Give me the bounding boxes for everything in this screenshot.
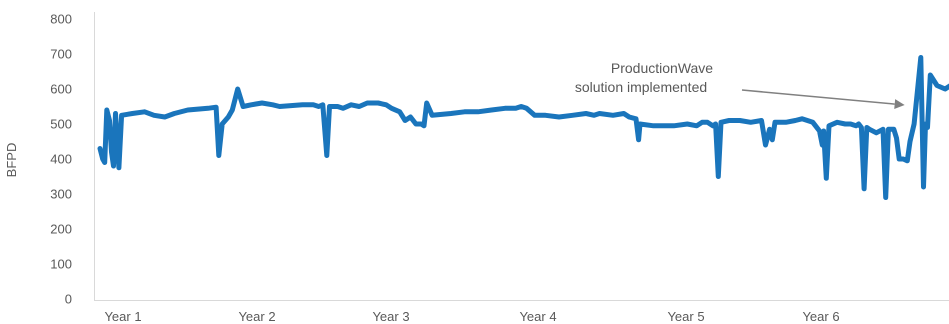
y-tick-label: 0 xyxy=(65,292,72,307)
y-tick-label: 700 xyxy=(50,47,72,62)
x-tick-label: Year 6 xyxy=(802,309,839,324)
annotation-text-line-1: ProductionWave xyxy=(611,60,713,76)
y-tick-label: 400 xyxy=(50,152,72,167)
annotation-arrowhead xyxy=(894,99,905,110)
y-axis-ticks: 0 100 200 300 400 500 600 700 800 xyxy=(50,12,72,307)
annotation-arrow xyxy=(741,89,895,105)
x-tick-label: Year 4 xyxy=(519,309,556,324)
y-tick-label: 200 xyxy=(50,222,72,237)
y-tick-label: 500 xyxy=(50,117,72,132)
x-tick-label: Year 3 xyxy=(372,309,409,324)
annotation-text-line-2: solution implemented xyxy=(575,79,707,95)
x-tick-label: Year 5 xyxy=(667,309,704,324)
y-axis-title: BFPD xyxy=(4,143,19,178)
annotation-production-wave: ProductionWave solution implemented xyxy=(575,60,905,110)
x-tick-label: Year 2 xyxy=(238,309,275,324)
series-line-bfpd xyxy=(97,55,949,200)
y-tick-label: 100 xyxy=(50,257,72,272)
y-tick-label: 600 xyxy=(50,82,72,97)
y-tick-label: 300 xyxy=(50,187,72,202)
x-tick-label: Year 1 xyxy=(104,309,141,324)
x-axis-ticks: Year 1 Year 2 Year 3 Year 4 Year 5 Year 6 xyxy=(104,309,839,324)
y-tick-label: 800 xyxy=(50,12,72,27)
